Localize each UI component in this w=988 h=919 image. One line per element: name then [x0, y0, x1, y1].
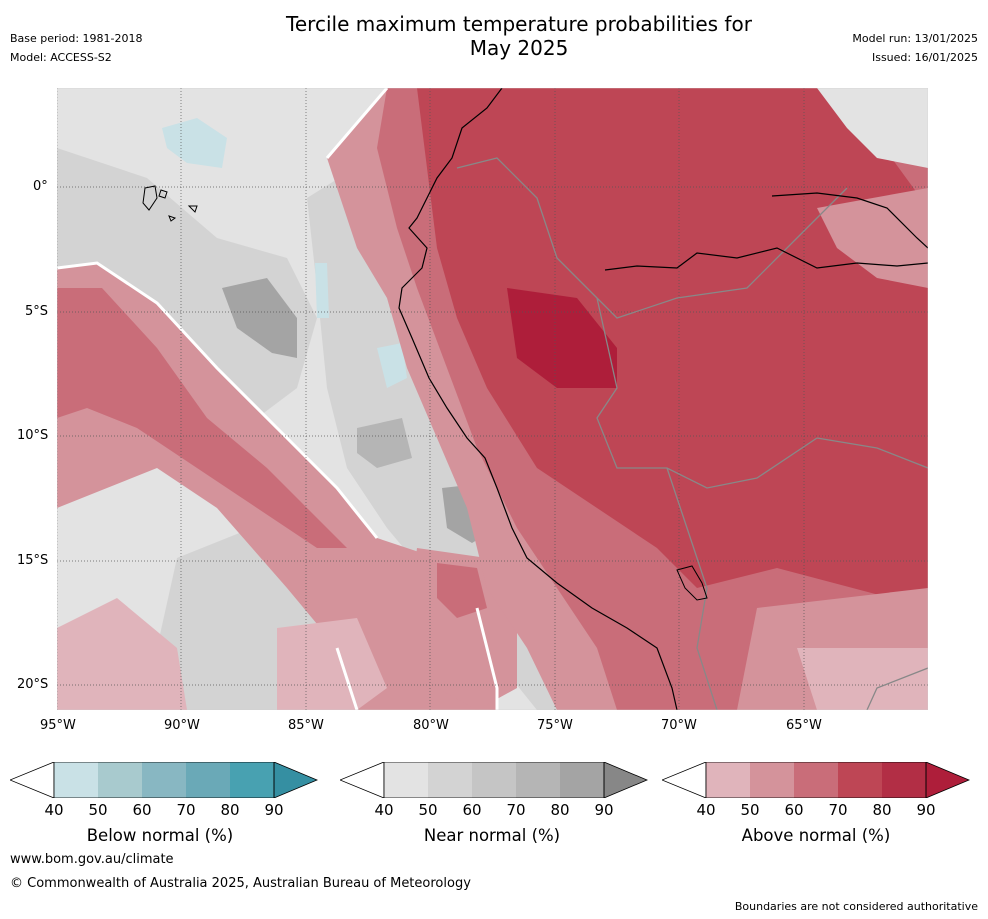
legend-above-tick-50: 50: [740, 801, 760, 819]
legend-below-tick-80: 80: [220, 801, 240, 819]
map-gridlines: [57, 88, 928, 710]
legend-below-normal-bar: [10, 762, 318, 798]
lon-label-65w: 65°W: [786, 718, 822, 733]
legend-above-tick-80: 80: [872, 801, 892, 819]
above-normal-southwest-2: [277, 618, 387, 710]
galapagos-islands: [142, 185, 198, 222]
legend-above-tick-60: 60: [784, 801, 804, 819]
legend-below-tick-50: 50: [88, 801, 108, 819]
lake-titicaca: [676, 565, 708, 601]
legend-near-tick-40: 40: [374, 801, 394, 819]
legend-below-tick-40: 40: [44, 801, 64, 819]
below-normal-patch-1: [162, 118, 227, 168]
title-line-2: May 2025: [469, 36, 569, 60]
website-link[interactable]: www.bom.gov.au/climate: [10, 852, 174, 867]
title-line-1: Tercile maximum temperature probabilitie…: [286, 12, 752, 36]
below-normal-patch-2: [315, 263, 329, 318]
copyright-text: © Commonwealth of Australia 2025, Austra…: [10, 876, 471, 891]
above-normal-continent-dark: [507, 288, 617, 388]
near-normal-patch-west: [57, 148, 317, 418]
legend-near-tick-60: 60: [462, 801, 482, 819]
lat-label-0: 0°: [33, 179, 48, 194]
above-normal-northeast-light: [817, 88, 928, 168]
base-period: Base period: 1981-2018: [10, 32, 143, 45]
legend-near-normal-bar: [340, 762, 648, 798]
above-normal-continent-strong: [417, 88, 928, 608]
coastline: [398, 88, 678, 710]
model-run: Model run: 13/01/2025: [852, 32, 978, 45]
legend-near-tick-70: 70: [506, 801, 526, 819]
lon-label-95w: 95°W: [40, 718, 76, 733]
probability-map: [57, 88, 928, 710]
lon-label-70w: 70°W: [661, 718, 697, 733]
below-normal-patch-3: [377, 343, 407, 388]
legend-above-tick-40: 40: [696, 801, 716, 819]
legend-below-tick-90: 90: [264, 801, 284, 819]
legend-above-normal-bar: [662, 762, 970, 798]
model-name: Model: ACCESS-S2: [10, 51, 112, 64]
above-normal-southeast-lighter: [797, 648, 928, 710]
legend-below-tick-70: 70: [176, 801, 196, 819]
lon-label-85w: 85°W: [288, 718, 324, 733]
above-normal-east-pale: [817, 188, 928, 288]
amazon-river: [604, 247, 928, 271]
legend-above-tick-70: 70: [828, 801, 848, 819]
river-north: [771, 192, 928, 249]
legend-near-tick-90: 90: [594, 801, 614, 819]
contour-above-normal: [57, 88, 499, 710]
legend-below-tick-60: 60: [132, 801, 152, 819]
legend-near-tick-50: 50: [418, 801, 438, 819]
lat-label-5s: 5°S: [25, 304, 49, 319]
legend-near-tick-80: 80: [550, 801, 570, 819]
legend-above-tick-90: 90: [916, 801, 936, 819]
country-borders: [456, 157, 928, 710]
near-normal-dark-1: [222, 278, 297, 358]
lon-label-80w: 80°W: [413, 718, 449, 733]
lon-label-90w: 90°W: [164, 718, 200, 733]
issued-date: Issued: 16/01/2025: [871, 51, 978, 64]
above-normal-southwest: [57, 598, 187, 710]
above-normal-south-center-inner: [437, 563, 487, 618]
lat-label-10s: 10°S: [17, 428, 49, 443]
legend-above-label: Above normal (%): [741, 826, 891, 845]
legend-below-label: Below normal (%): [86, 826, 234, 845]
boundary-disclaimer: Boundaries are not considered authoritat…: [734, 900, 978, 913]
above-normal-band-west-inner: [57, 288, 347, 548]
near-normal-dark-2: [357, 418, 412, 468]
legend-near-label: Near normal (%): [423, 826, 561, 845]
lat-label-20s: 20°S: [17, 677, 49, 692]
lat-label-15s: 15°S: [17, 553, 49, 568]
lon-label-75w: 75°W: [537, 718, 573, 733]
map-title: Tercile maximum temperature probabilitie…: [219, 12, 819, 60]
